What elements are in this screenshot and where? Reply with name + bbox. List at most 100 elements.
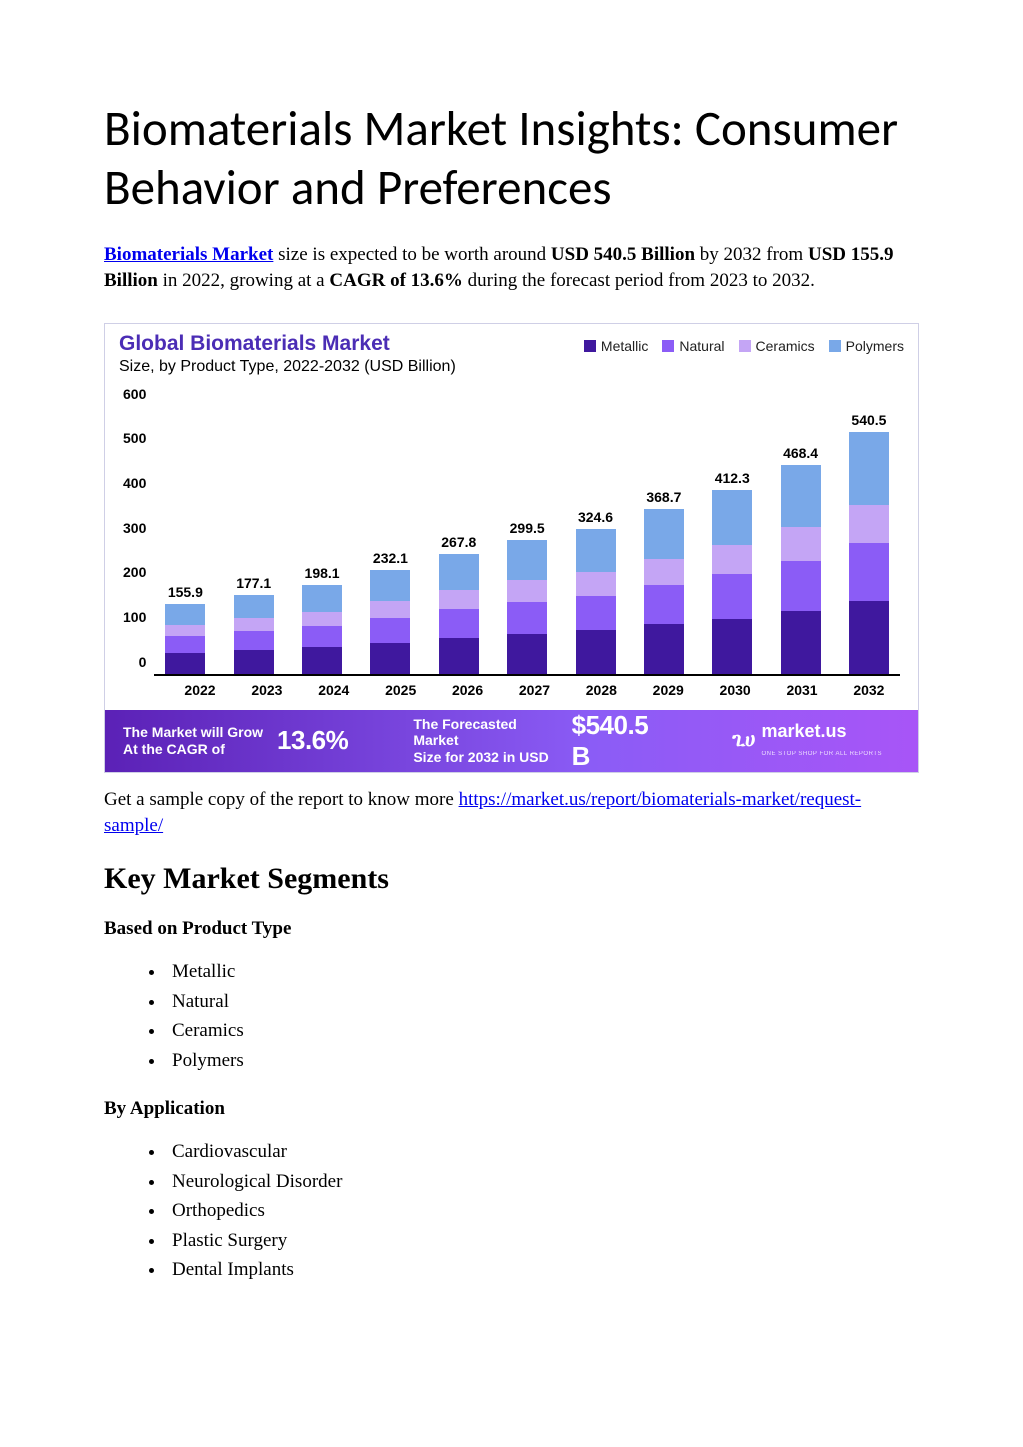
- x-tick-label: 2025: [374, 682, 428, 698]
- bar-segment-natural: [234, 631, 274, 650]
- bar-segment-ceramics: [576, 572, 616, 595]
- banner-forecast-cell: The Forecasted MarketSize for 2032 in US…: [395, 710, 685, 772]
- chart-legend: MetallicNaturalCeramicsPolymers: [584, 332, 904, 354]
- bar-segment-metallic: [576, 630, 616, 673]
- chart-title: Global Biomaterials Market: [119, 332, 456, 356]
- product-type-list: MetallicNaturalCeramicsPolymers: [104, 958, 919, 1074]
- bar-column: 412.3: [705, 470, 759, 674]
- y-tick-label: 400: [123, 475, 146, 491]
- list-item: Natural: [166, 988, 919, 1016]
- banner-cagr-value: 13.6%: [277, 725, 348, 756]
- bar-segment-ceramics: [439, 590, 479, 609]
- intro-text-2: by 2032 from: [695, 244, 808, 265]
- bar-stack: [644, 509, 684, 674]
- bar-segment-ceramics: [849, 505, 889, 544]
- bar-segment-ceramics: [165, 625, 205, 636]
- bar-segment-polymers: [849, 432, 889, 504]
- bar-stack: [370, 570, 410, 674]
- bar-stack: [576, 529, 616, 674]
- x-tick-label: 2027: [507, 682, 561, 698]
- bar-segment-ceramics: [234, 618, 274, 631]
- bars-area: 155.9177.1198.1232.1267.8299.5324.6368.7…: [154, 386, 900, 676]
- chart-subtitle: Size, by Product Type, 2022-2032 (USD Bi…: [119, 358, 456, 376]
- bar-column: 368.7: [637, 489, 691, 674]
- bar-total-label: 267.8: [441, 534, 476, 550]
- bar-column: 177.1: [227, 575, 281, 674]
- bar-segment-polymers: [781, 465, 821, 528]
- x-axis-spacer: [123, 682, 169, 698]
- x-tick-label: 2023: [240, 682, 294, 698]
- bar-stack: [302, 585, 342, 673]
- page-title: Biomaterials Market Insights: Consumer B…: [104, 100, 919, 218]
- bar-segment-polymers: [370, 570, 410, 601]
- bar-segment-metallic: [644, 624, 684, 673]
- chart-header: Global Biomaterials Market Size, by Prod…: [105, 324, 918, 376]
- bar-total-label: 299.5: [510, 520, 545, 536]
- chart-banner: The Market will GrowAt the CAGR of 13.6%…: [105, 710, 918, 772]
- bar-segment-natural: [507, 602, 547, 634]
- bar-column: 155.9: [158, 584, 212, 674]
- document-page: Biomaterials Market Insights: Consumer B…: [0, 0, 1023, 1447]
- bar-column: 540.5: [842, 412, 896, 673]
- list-item: Metallic: [166, 958, 919, 986]
- bar-stack: [712, 490, 752, 674]
- bar-segment-natural: [165, 636, 205, 653]
- x-axis-labels: 2022202320242025202620272028202920302031…: [169, 682, 900, 698]
- bar-total-label: 412.3: [715, 470, 750, 486]
- bar-total-label: 468.4: [783, 445, 818, 461]
- list-item: Polymers: [166, 1047, 919, 1075]
- list-item: Plastic Surgery: [166, 1227, 919, 1255]
- biomaterials-market-link[interactable]: Biomaterials Market: [104, 244, 273, 265]
- bar-segment-metallic: [302, 647, 342, 674]
- bar-total-label: 198.1: [305, 565, 340, 581]
- logo-text: market.us: [761, 721, 846, 741]
- product-type-heading: Based on Product Type: [104, 918, 919, 940]
- legend-swatch-icon: [662, 340, 674, 352]
- y-tick-label: 100: [123, 609, 146, 625]
- caption-prefix: Get a sample copy of the report to know …: [104, 789, 459, 810]
- banner-cagr-label: The Market will GrowAt the CAGR of: [123, 724, 263, 758]
- x-tick-label: 2024: [307, 682, 361, 698]
- y-tick-label: 600: [123, 386, 146, 402]
- bar-segment-metallic: [234, 650, 274, 674]
- intro-text-4: during the forecast period from 2023 to …: [463, 270, 815, 291]
- legend-item: Natural: [662, 338, 724, 354]
- y-tick-label: 300: [123, 520, 146, 536]
- bar-segment-polymers: [507, 540, 547, 580]
- legend-swatch-icon: [739, 340, 751, 352]
- bar-segment-ceramics: [302, 612, 342, 626]
- bar-segment-metallic: [781, 611, 821, 674]
- list-item: Neurological Disorder: [166, 1168, 919, 1196]
- legend-swatch-icon: [829, 340, 841, 352]
- x-tick-label: 2022: [173, 682, 227, 698]
- bar-segment-polymers: [576, 529, 616, 572]
- bar-segment-metallic: [439, 638, 479, 674]
- bar-column: 267.8: [432, 534, 486, 674]
- application-heading: By Application: [104, 1098, 919, 1120]
- bar-segment-metallic: [849, 601, 889, 673]
- logo-subtext: ONE STOP SHOP FOR ALL REPORTS: [761, 751, 882, 757]
- y-axis: 6005004003002001000: [123, 386, 154, 676]
- list-item: Dental Implants: [166, 1256, 919, 1284]
- legend-label: Ceramics: [756, 338, 815, 354]
- banner-cagr-cell: The Market will GrowAt the CAGR of 13.6%: [105, 710, 395, 772]
- intro-paragraph: Biomaterials Market size is expected to …: [104, 242, 919, 295]
- bar-total-label: 155.9: [168, 584, 203, 600]
- intro-text-3: in 2022, growing at a: [158, 270, 330, 291]
- x-tick-label: 2026: [441, 682, 495, 698]
- x-tick-label: 2031: [775, 682, 829, 698]
- x-tick-label: 2028: [574, 682, 628, 698]
- bar-column: 198.1: [295, 565, 349, 673]
- x-tick-label: 2032: [842, 682, 896, 698]
- bar-segment-natural: [576, 596, 616, 631]
- legend-item: Ceramics: [739, 338, 815, 354]
- key-segments-heading: Key Market Segments: [104, 862, 919, 896]
- bar-stack: [849, 432, 889, 673]
- bar-segment-polymers: [439, 554, 479, 590]
- list-item: Ceramics: [166, 1017, 919, 1045]
- bar-column: 299.5: [500, 520, 554, 674]
- legend-label: Metallic: [601, 338, 648, 354]
- bar-segment-metallic: [712, 619, 752, 674]
- application-list: CardiovascularNeurological DisorderOrtho…: [104, 1138, 919, 1284]
- bar-segment-natural: [849, 543, 889, 601]
